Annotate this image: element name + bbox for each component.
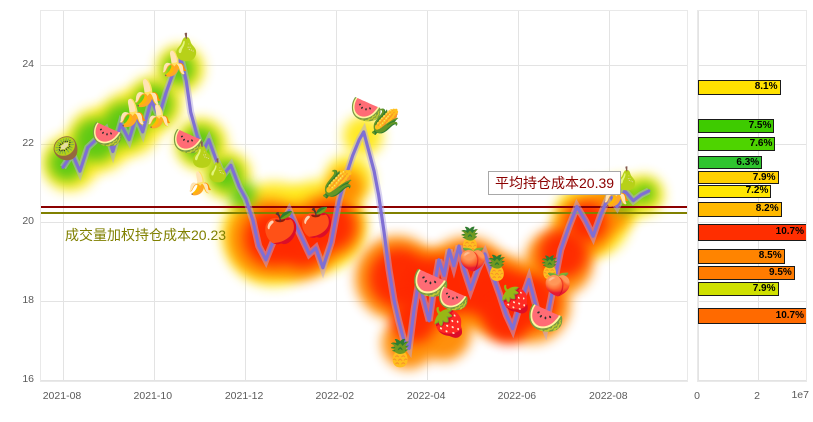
dist-bar-label: 7.5% [748, 119, 772, 131]
dist-bar: 10.7% [698, 223, 806, 241]
gridline-h [698, 222, 806, 224]
dist-bar-label: 6.3% [736, 156, 760, 168]
dist-bar: 7.5% [698, 118, 775, 133]
dist-bar-label: 10.7% [775, 226, 804, 238]
dist-bar-label: 8.5% [758, 250, 782, 262]
dist-bar-label: 10.7% [775, 309, 804, 321]
price-history-plot: 🥝🍉🍌🍌🍌🍌🍐🍉🍐🍐🍌🍎🍎🌽🍉🌽🍍🍉🍓🍉🍍🍑🍍🍓🍍🍉🍑🍌🍐 成交量加权持仓成本2… [40, 10, 688, 382]
dist-bar: 9.5% [698, 265, 795, 280]
dist-bar: 7.9% [698, 171, 779, 184]
vwap-cost-line [41, 212, 687, 215]
dist-bar-label: 7.9% [752, 282, 776, 294]
y-axis-tick-label: 24 [22, 57, 34, 70]
x-axis-tick-label: 2021-08 [42, 390, 82, 402]
gridline-h [698, 64, 806, 66]
dist-bar: 7.9% [698, 281, 779, 296]
dist-bar-label: 8.2% [755, 203, 779, 215]
dist-bar: 7.6% [698, 137, 776, 152]
vwap-cost-label: 成交量加权持仓成本20.23 [65, 227, 227, 243]
price-line-chart [60, 49, 651, 359]
gridline-h [41, 379, 687, 381]
x-axis-tick-label: 2022-06 [497, 390, 537, 402]
y-axis-tick-label: 22 [22, 136, 34, 149]
y-axis-tick-label: 20 [22, 215, 34, 228]
dist-bar: 6.3% [698, 156, 763, 170]
dist-bar: 8.2% [698, 201, 782, 217]
x-axis-tick-label: 2021-10 [133, 390, 173, 402]
dist-bar-label: 7.6% [749, 138, 773, 150]
x-axis-tick-label: 2022-02 [315, 390, 355, 402]
dist-bar: 8.1% [698, 79, 781, 95]
gridline-h [41, 64, 687, 66]
gridline-v [517, 11, 519, 381]
y-axis-tick-label: 18 [22, 294, 34, 307]
y-axis-tick-label: 16 [22, 372, 34, 385]
gridline-h [698, 301, 806, 303]
x-axis-tick-label: 2021-12 [224, 390, 264, 402]
x-axis-tick-label: 2022-08 [589, 390, 628, 402]
avg-cost-label: 平均持仓成本20.39 [488, 171, 622, 195]
price-line [61, 57, 651, 350]
gridline-v [153, 11, 155, 381]
gridline-v [63, 11, 64, 381]
dist-bar: 10.7% [698, 307, 806, 324]
dist-bar-label: 9.5% [769, 266, 792, 278]
dist-bar-label: 7.2% [745, 185, 769, 197]
dist-bar: 7.2% [698, 184, 772, 198]
gridline-v [427, 11, 429, 381]
gridline-h [698, 379, 806, 381]
dist-bar-label: 7.9% [752, 171, 776, 183]
dist-axis-tick-label: 0 [694, 390, 700, 402]
avg-cost-line [41, 206, 687, 208]
x-axis-tick-label: 2022-04 [406, 390, 446, 402]
cost-distribution-panel: 8.1% 7.5% 7.6% 6.3% 7.9% 7.2% 8.2% 10.7% 8.5% 9.5… [697, 10, 807, 382]
dist-bar-label: 8.1% [754, 81, 778, 93]
dist-axis-scale-label: 1e7 [791, 389, 809, 401]
dist-axis-tick-label: 2 [754, 390, 760, 402]
dist-bar: 8.5% [698, 248, 785, 264]
